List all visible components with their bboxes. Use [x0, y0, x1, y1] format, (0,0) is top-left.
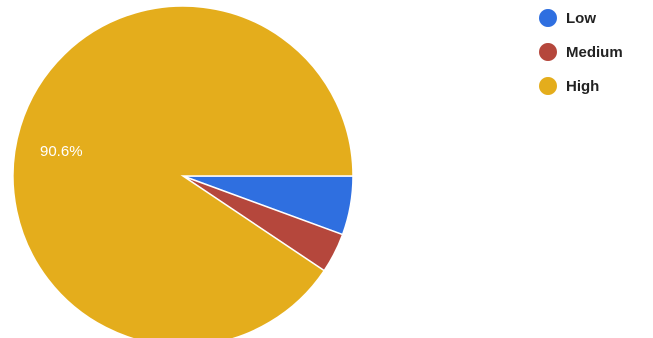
- legend-swatch-low: [539, 9, 557, 27]
- slice-label-high: 90.6%: [40, 143, 83, 160]
- pie-slice-high: [12, 5, 354, 338]
- legend-label-medium: Medium: [566, 44, 623, 61]
- pie-slice-labels: 90.6%: [40, 143, 83, 160]
- legend-swatch-high: [539, 77, 557, 95]
- legend-swatch-medium: [539, 43, 557, 61]
- pie-slices: [12, 5, 354, 338]
- legend: Low Medium High: [539, 9, 623, 95]
- legend-label-high: High: [566, 78, 599, 95]
- legend-label-low: Low: [566, 10, 596, 27]
